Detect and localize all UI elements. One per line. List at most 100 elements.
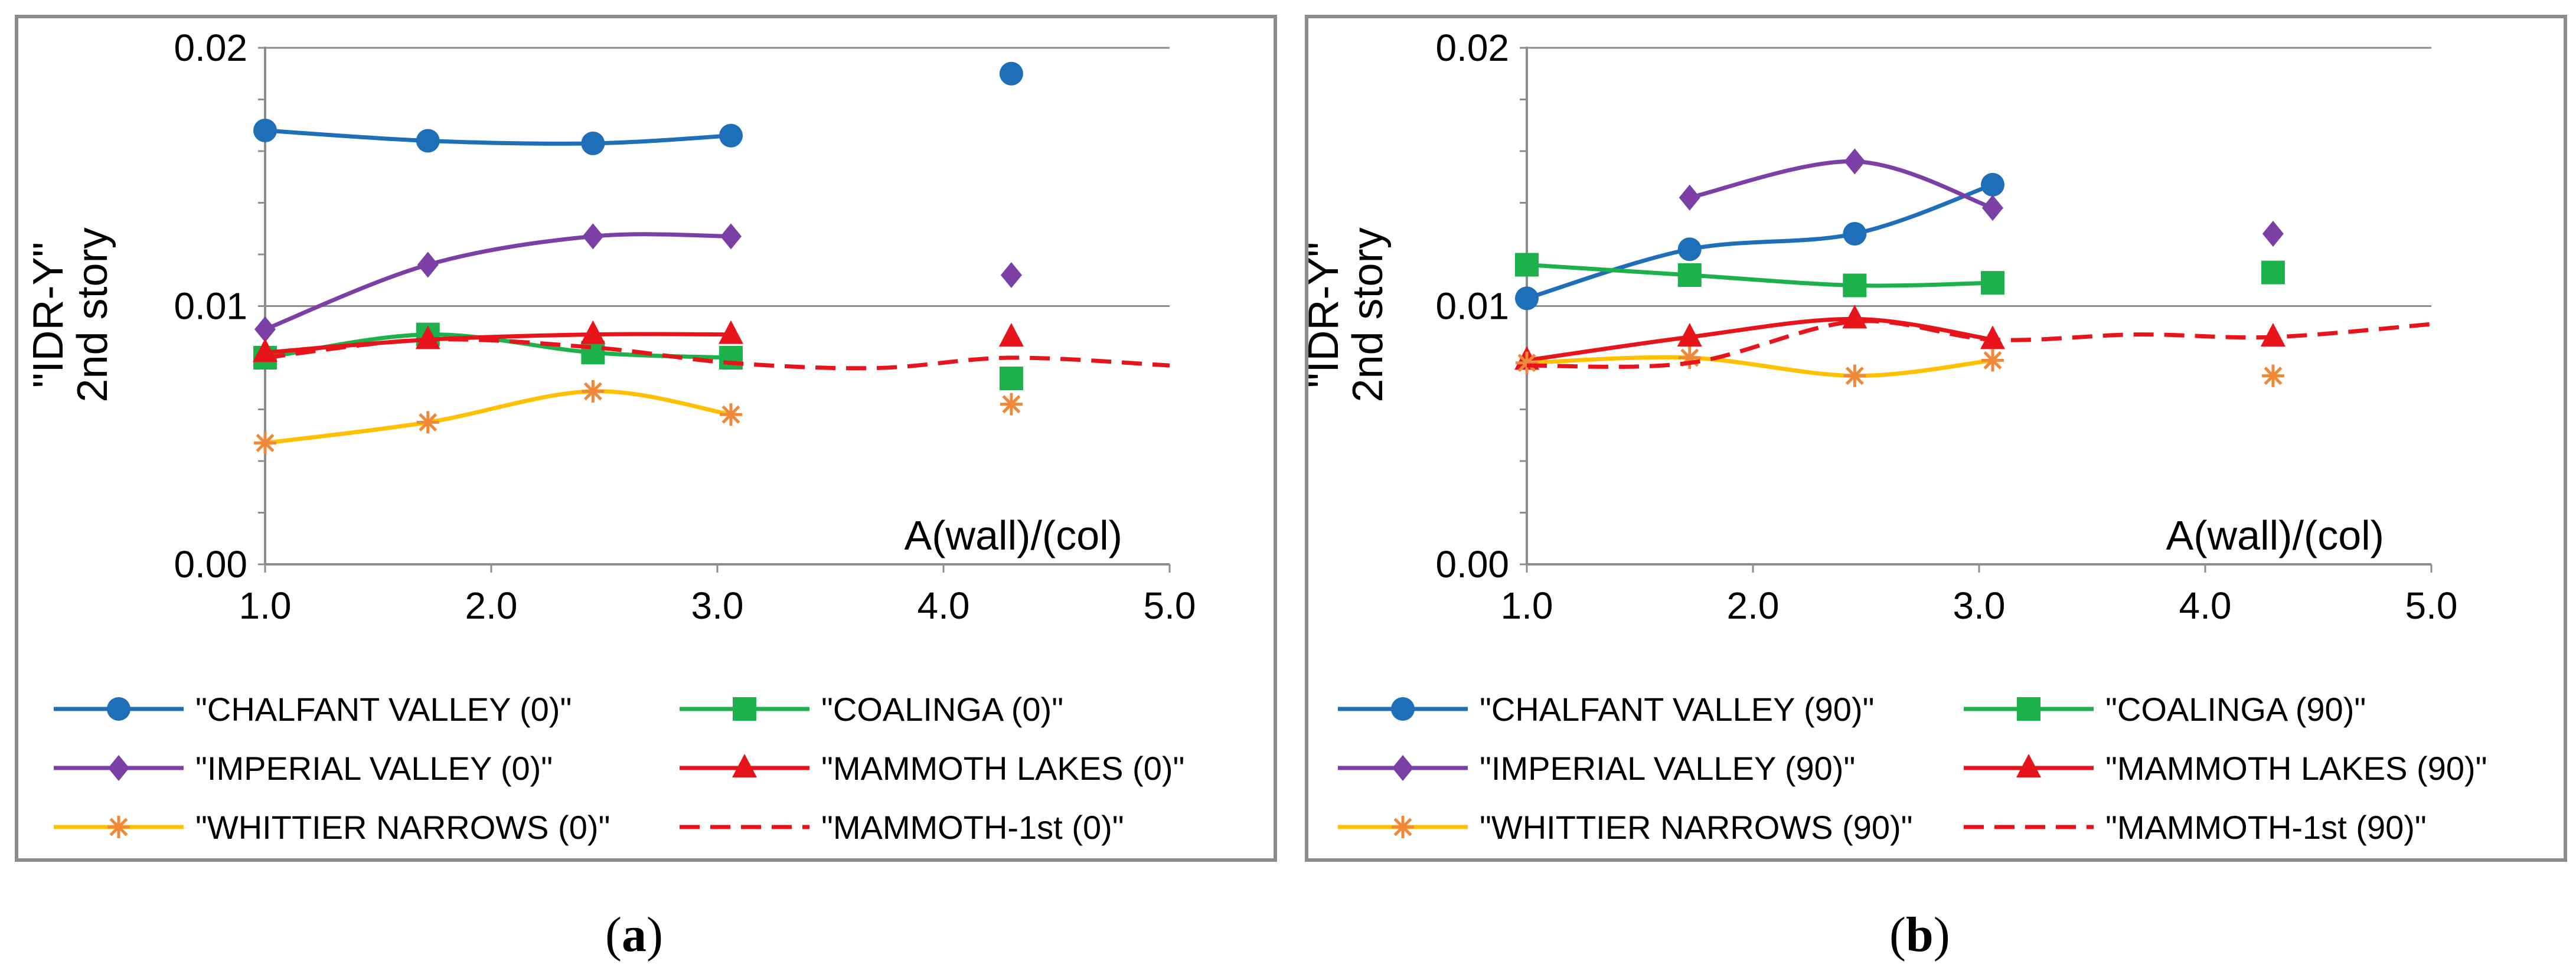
chart-b-data-point [1515, 253, 1539, 277]
chart-b-y-label-line1: "IDR-Y" [1308, 242, 1347, 388]
chart-a-series-4 [254, 380, 1023, 455]
chart-b-legend-item: "COALINGA (90)" [1964, 691, 2366, 728]
chart-a-data-point-stroke [256, 433, 275, 452]
chart-b-x-tick-label: 4.0 [2179, 584, 2232, 627]
chart-b-data-point [2261, 364, 2284, 387]
chart-b-data-point [1679, 184, 1700, 211]
chart-a-series-0 [253, 61, 1023, 155]
chart-b-legend-marker-stroke [1393, 818, 1412, 836]
chart-a-legend-item: "COALINGA (0)" [680, 691, 1063, 728]
chart-b-data-point [1677, 237, 1702, 262]
chart-a-data-point-stroke [1002, 395, 1021, 414]
chart-a-data-point-stroke [721, 405, 740, 424]
chart-a-y-tick-label: 0.01 [174, 285, 247, 328]
chart-a-legend-item: "MAMMOTH LAKES (0)" [680, 750, 1184, 787]
chart-a-x-tick-label: 4.0 [918, 584, 970, 627]
caption-b-letter: b [1905, 907, 1934, 962]
chart-a-y-tick-label: 0.02 [174, 27, 247, 69]
chart-b-legend-label: "MAMMOTH LAKES (90)" [2105, 750, 2487, 787]
chart-a-data-point [1000, 262, 1022, 288]
chart-b-data-point [1981, 349, 2004, 372]
chart-b-series-4 [1516, 347, 2284, 387]
chart-b-data-point [1843, 273, 1867, 298]
chart-panel-a: 1.0 2.0 3.0 4.0 5.0 0.00 0.01 0.02 "IDR-Y" 2nd st… [15, 15, 1277, 862]
chart-a-legend-marker [107, 816, 130, 838]
chart-b-legend-item: "MAMMOTH-1st (90)" [1964, 809, 2427, 846]
chart-b-legend-label: "WHITTIER NARROWS (90)" [1480, 809, 1913, 846]
chart-b-series-0 [1515, 172, 2004, 310]
chart-a-legend-item: "IMPERIAL VALLEY (0)" [54, 750, 553, 787]
chart-a-series-2 [254, 223, 1022, 342]
chart-a-data-point [254, 316, 276, 342]
caption-b: (b) [1889, 907, 1950, 962]
caption-a: (a) [605, 907, 663, 962]
chart-a-data-point [719, 346, 743, 370]
chart-b-data-point [1981, 195, 2003, 221]
chart-a-data-point [999, 367, 1023, 390]
chart-a-legend-label: "CHALFANT VALLEY (0)" [195, 691, 572, 728]
chart-b-series-line [1526, 319, 2432, 369]
chart-a-series-5 [265, 337, 1170, 371]
chart-a-data-point [719, 123, 743, 148]
chart-a-legend-label: "COALINGA (0)" [821, 691, 1063, 728]
chart-b-legend-marker [2016, 754, 2041, 777]
chart-a-legend-marker [107, 697, 130, 721]
chart-a-series-line [264, 232, 731, 332]
chart-a-data-point [998, 323, 1024, 347]
chart-a-legend-label: "IMPERIAL VALLEY (0)" [195, 750, 553, 787]
chart-a-x-tick-label: 3.0 [691, 584, 744, 627]
chart-b-data-point [1515, 286, 1539, 310]
chart-b-legend-marker [1392, 816, 1414, 838]
chart-b-series-line [1526, 263, 1993, 288]
chart-a-x-label: A(wall)/(col) [905, 512, 1122, 558]
chart-b-y-label-line2: 2nd story [1344, 227, 1392, 402]
chart-b-series-5 [1526, 319, 2432, 369]
chart-a-x-tick-label: 5.0 [1144, 584, 1196, 627]
chart-b-legend-item: "WHITTIER NARROWS (90)" [1338, 809, 1913, 846]
chart-b-legend-label: "COALINGA (90)" [2105, 691, 2366, 728]
chart-b-y-label: "IDR-Y"2nd story [1308, 227, 1392, 402]
chart-a-legend-label: "MAMMOTH-1st (0)" [821, 809, 1124, 846]
chart-b-series-line [1526, 355, 1993, 378]
chart-a-data-point [416, 411, 439, 434]
chart-a-data-point [254, 432, 276, 455]
chart-a-y-label: "IDR-Y"2nd story [25, 227, 116, 402]
chart-b-data-point [1842, 305, 1867, 329]
chart-b-data-point-stroke [1517, 354, 1536, 372]
chart-b-x-tick-label: 1.0 [1501, 584, 1553, 627]
chart-a-data-point-stroke [419, 413, 438, 432]
chart-a-data-point [581, 131, 605, 155]
chart-b-series-1 [1515, 253, 2285, 298]
chart-a-svg: 1.0 2.0 3.0 4.0 5.0 0.00 0.01 0.02 "IDR-Y"2nd st… [25, 27, 1196, 846]
chart-b-legend-label: "IMPERIAL VALLEY (90)" [1480, 750, 1855, 787]
chart-b-data-point [1677, 323, 1702, 347]
chart-a-x-tick-label: 1.0 [239, 584, 292, 627]
chart-b-data-point-stroke [2264, 367, 2283, 385]
chart-b-data-point-stroke [1845, 367, 1864, 385]
chart-b-data-point [2261, 260, 2285, 285]
caption-a-letter: a [621, 907, 647, 962]
chart-a-data-point [719, 403, 742, 426]
chart-b-series-line [1526, 182, 1994, 300]
chart-b-legend-marker [2017, 697, 2040, 721]
chart-b-y-tick-label: 0.02 [1435, 27, 1509, 69]
chart-b-data-point [2262, 221, 2284, 247]
chart-a-data-point [581, 341, 605, 365]
chart-a-data-point-stroke [583, 382, 602, 401]
chart-b-data-point [1980, 172, 2004, 197]
chart-a-legend-marker [108, 755, 129, 781]
chart-b-series-line [1526, 316, 1993, 362]
chart-b-y-tick-label: 0.01 [1435, 285, 1509, 328]
chart-a-legend-label: "MAMMOTH LAKES (0)" [821, 750, 1184, 787]
chart-a-data-point [1000, 393, 1023, 416]
chart-b-series-2 [1679, 148, 2284, 247]
chart-a-legend-marker [732, 754, 757, 777]
chart-b-data-point-stroke [1983, 351, 2002, 370]
chart-b-data-point [1843, 222, 1867, 246]
chart-a-legend-item: "CHALFANT VALLEY (0)" [54, 691, 572, 728]
chart-a-series-line [265, 337, 1170, 371]
chart-a-data-point [417, 251, 439, 278]
chart-b-data-point [1516, 351, 1538, 374]
chart-a-legend-item: "WHITTIER NARROWS (0)" [54, 809, 610, 846]
chart-b-y-tick-label: 0.00 [1435, 543, 1509, 586]
